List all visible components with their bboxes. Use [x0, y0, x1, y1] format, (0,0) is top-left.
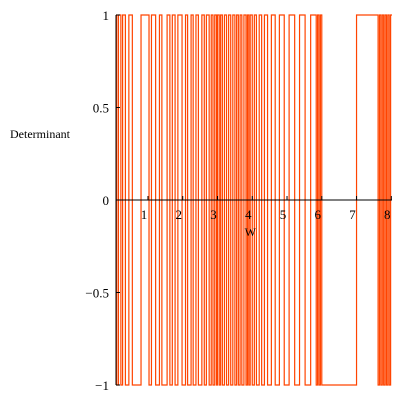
x-tick-label: 5 — [280, 207, 287, 222]
series-line-0 — [116, 14, 392, 386]
y-tick-label: −1 — [95, 378, 109, 393]
x-tick-label: 6 — [315, 207, 322, 222]
x-tick-label: 1 — [141, 207, 148, 222]
series-layer — [116, 14, 392, 386]
y-tick-label: 1 — [103, 8, 110, 23]
x-tick-label: 2 — [175, 207, 182, 222]
x-tick-label: 3 — [210, 207, 217, 222]
y-tick-label: −0.5 — [85, 286, 109, 301]
x-tick-label: 7 — [349, 207, 356, 222]
x-tick-label: 4 — [245, 207, 252, 222]
y-axis-label: Determinant — [10, 127, 71, 141]
y-tick-label: 0 — [103, 193, 110, 208]
x-tick-label: 8 — [384, 207, 391, 222]
y-tick-label: 0.5 — [93, 101, 109, 116]
ticks-layer: 1 2 3 4 5 6 7 8 1 0.5 0 −0.5 −1 — [85, 8, 392, 393]
x-axis-label: W — [245, 225, 257, 239]
